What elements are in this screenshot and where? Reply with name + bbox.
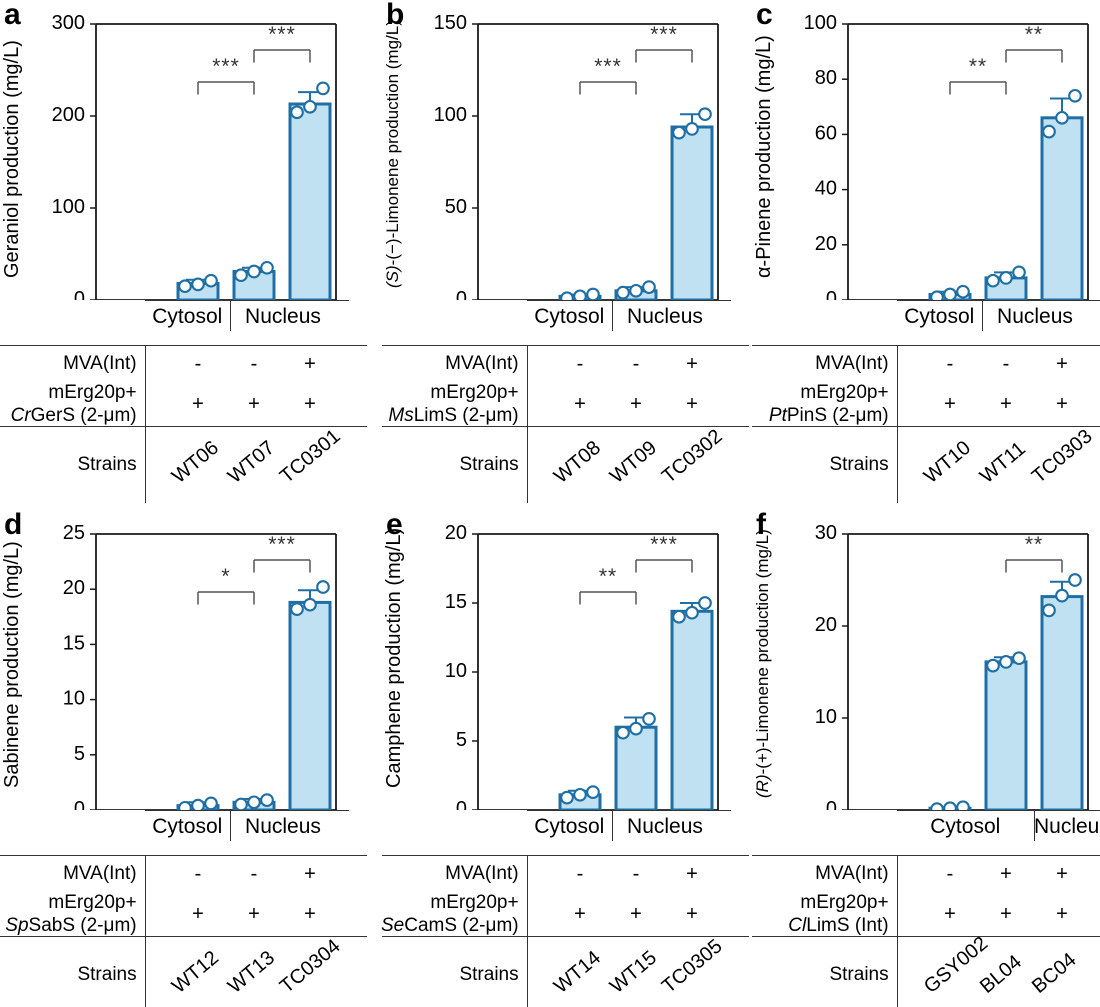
- svg-text:10: 10: [445, 660, 467, 682]
- svg-text:10: 10: [63, 688, 85, 710]
- svg-text:***: ***: [212, 55, 240, 78]
- svg-text:60: 60: [815, 122, 837, 144]
- svg-text:***: ***: [268, 533, 296, 556]
- svg-text:0: 0: [826, 288, 837, 300]
- svg-text:20: 20: [63, 577, 85, 599]
- svg-text:5: 5: [456, 729, 467, 751]
- svg-text:80: 80: [815, 67, 837, 89]
- svg-text:40: 40: [815, 178, 837, 200]
- svg-text:100: 100: [804, 12, 837, 34]
- svg-text:100: 100: [434, 104, 467, 126]
- svg-text:30: 30: [815, 522, 837, 544]
- svg-text:0: 0: [456, 798, 467, 810]
- svg-text:50: 50: [445, 196, 467, 218]
- svg-text:5: 5: [74, 743, 85, 765]
- svg-text:20: 20: [445, 522, 467, 544]
- svg-text:0: 0: [74, 798, 85, 810]
- svg-text:0: 0: [456, 288, 467, 300]
- svg-text:0: 0: [826, 798, 837, 810]
- svg-text:***: ***: [268, 23, 296, 46]
- svg-text:200: 200: [52, 104, 85, 126]
- svg-text:300: 300: [52, 12, 85, 34]
- svg-text:***: ***: [650, 23, 678, 46]
- svg-text:20: 20: [815, 614, 837, 636]
- svg-text:150: 150: [434, 12, 467, 34]
- svg-text:25: 25: [63, 522, 85, 544]
- svg-text:100: 100: [52, 196, 85, 218]
- svg-text:10: 10: [815, 706, 837, 728]
- svg-text:20: 20: [815, 233, 837, 255]
- svg-text:***: ***: [650, 533, 678, 556]
- svg-text:**: **: [1025, 23, 1043, 46]
- svg-text:***: ***: [594, 55, 622, 78]
- svg-text:**: **: [969, 55, 987, 78]
- svg-text:*: *: [221, 565, 230, 588]
- svg-text:**: **: [1025, 533, 1043, 556]
- svg-text:15: 15: [445, 591, 467, 613]
- svg-text:**: **: [599, 565, 617, 588]
- svg-text:0: 0: [74, 288, 85, 300]
- svg-text:15: 15: [63, 632, 85, 654]
